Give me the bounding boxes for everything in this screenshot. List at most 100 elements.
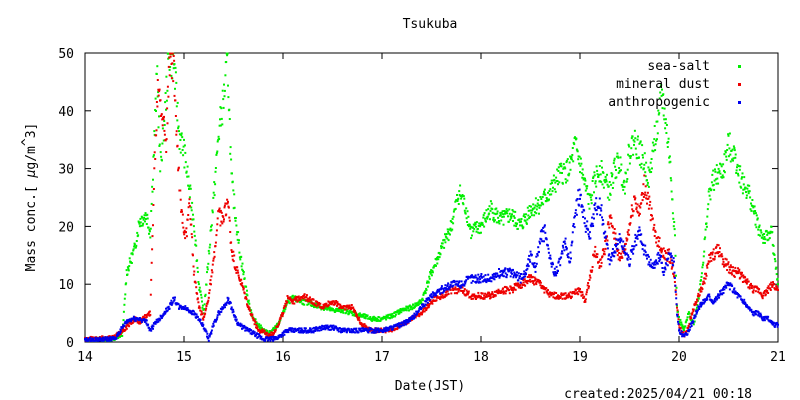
data-point xyxy=(494,294,497,297)
data-point xyxy=(172,296,175,299)
data-point xyxy=(534,211,536,214)
data-point xyxy=(776,277,779,280)
data-point xyxy=(565,159,568,162)
data-point xyxy=(612,251,615,254)
data-point xyxy=(217,135,220,138)
data-point xyxy=(483,212,486,215)
data-point xyxy=(138,317,141,319)
data-point xyxy=(392,315,395,318)
data-point xyxy=(508,212,511,215)
data-point xyxy=(216,223,219,226)
data-point xyxy=(188,185,191,188)
data-point xyxy=(567,256,570,259)
data-point xyxy=(526,263,529,266)
data-point xyxy=(139,221,142,224)
data-point xyxy=(691,322,694,325)
data-point xyxy=(772,244,775,247)
data-point xyxy=(476,277,479,280)
data-point xyxy=(247,299,250,302)
data-point xyxy=(320,329,323,332)
data-point xyxy=(187,206,190,209)
data-point xyxy=(436,262,439,265)
data-point xyxy=(732,157,735,160)
data-point xyxy=(571,147,574,149)
data-point xyxy=(161,142,164,145)
data-point xyxy=(660,247,662,250)
data-point xyxy=(657,113,660,116)
data-point xyxy=(214,167,217,169)
data-point xyxy=(169,55,172,58)
data-point xyxy=(547,247,550,250)
data-point xyxy=(232,260,235,263)
data-point xyxy=(564,178,567,181)
data-point xyxy=(487,273,490,276)
data-point xyxy=(227,96,230,99)
data-point xyxy=(590,198,593,201)
data-point xyxy=(215,153,218,156)
data-point xyxy=(460,286,463,289)
data-point xyxy=(675,293,678,296)
data-point xyxy=(193,234,196,237)
data-point xyxy=(489,209,492,212)
data-point xyxy=(561,172,563,174)
data-point xyxy=(323,306,326,309)
data-point xyxy=(201,325,204,327)
data-point xyxy=(731,158,734,161)
data-point xyxy=(347,307,350,310)
data-point xyxy=(545,197,548,199)
data-point xyxy=(350,304,353,306)
data-point xyxy=(296,328,299,330)
data-point xyxy=(464,212,467,215)
data-point xyxy=(331,309,334,312)
data-point xyxy=(201,300,203,303)
data-point xyxy=(771,320,774,323)
data-point xyxy=(758,312,761,315)
data-point xyxy=(521,277,524,280)
data-point xyxy=(559,264,562,267)
data-point xyxy=(253,332,256,335)
data-point xyxy=(756,287,759,290)
data-point xyxy=(775,323,778,326)
created-timestamp: created:2025/04/21 00:18 xyxy=(564,387,752,400)
data-point xyxy=(298,327,301,330)
data-point xyxy=(451,217,454,220)
data-point xyxy=(599,213,602,216)
data-point xyxy=(652,263,655,266)
data-point xyxy=(634,202,637,205)
data-point xyxy=(438,288,441,291)
data-point xyxy=(260,335,263,338)
data-point xyxy=(284,305,287,308)
data-point xyxy=(543,291,546,294)
data-point xyxy=(553,267,556,270)
data-point xyxy=(506,209,509,212)
data-point xyxy=(670,267,673,270)
data-point xyxy=(658,237,661,240)
data-point xyxy=(496,212,499,215)
data-point xyxy=(705,274,708,277)
data-point xyxy=(206,268,209,271)
data-point xyxy=(176,101,179,104)
data-point xyxy=(670,190,673,193)
data-point xyxy=(656,236,658,239)
data-point xyxy=(613,157,616,160)
data-point xyxy=(598,265,601,268)
data-point xyxy=(467,290,470,293)
data-point xyxy=(147,312,150,315)
data-point xyxy=(345,328,347,331)
data-point xyxy=(540,238,543,241)
data-point xyxy=(434,293,437,296)
data-point xyxy=(428,299,431,302)
data-point xyxy=(762,294,765,297)
data-point xyxy=(738,181,741,184)
data-point xyxy=(724,264,727,267)
data-point xyxy=(227,299,230,302)
data-point xyxy=(462,289,465,292)
data-point xyxy=(637,135,639,138)
data-point xyxy=(360,324,363,327)
data-point xyxy=(202,323,205,326)
data-point xyxy=(179,198,182,201)
data-point xyxy=(258,329,261,332)
data-point xyxy=(552,263,554,266)
data-point xyxy=(602,222,605,225)
data-point xyxy=(452,284,455,287)
